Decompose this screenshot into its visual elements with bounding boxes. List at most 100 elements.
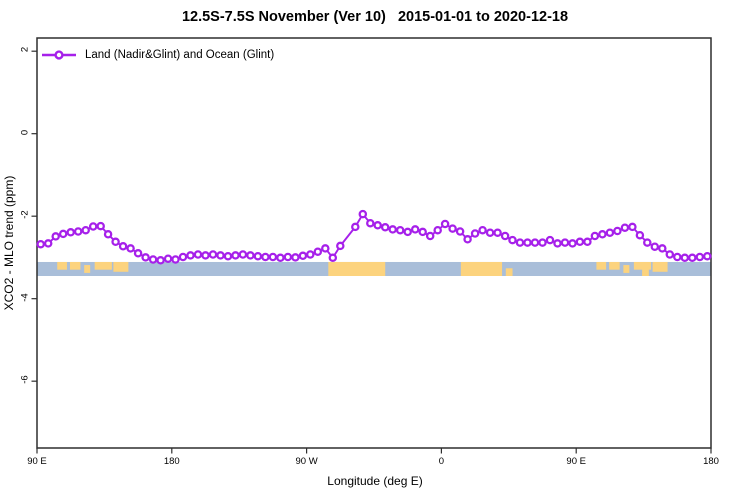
data-point (96, 221, 105, 231)
land-patch (84, 265, 91, 273)
land-patch (460, 261, 503, 276)
data-point (620, 223, 630, 232)
data-point (216, 251, 225, 260)
data-point (103, 230, 113, 239)
data-point (351, 222, 360, 232)
data-point (523, 238, 532, 247)
data-point (66, 228, 75, 237)
data-point (118, 242, 128, 251)
data-point (261, 252, 270, 262)
data-point (313, 247, 323, 256)
data-point (470, 229, 480, 238)
data-point (628, 222, 637, 232)
x-tick-label: 180 (163, 456, 180, 467)
data-point (395, 225, 405, 235)
data-point (545, 235, 555, 245)
x-tick-label: 180 (703, 456, 719, 467)
data-point (246, 251, 255, 260)
data-point (238, 250, 248, 259)
data-point (380, 223, 390, 232)
y-axis-title: XCO2 - MLO trend (ppm) (2, 175, 16, 311)
data-point (51, 232, 60, 241)
data-point (88, 222, 98, 231)
legend-label: Land (Nadir&Glint) and Ocean (Glint) (85, 49, 275, 61)
data-point (665, 250, 675, 259)
data-point (336, 241, 345, 251)
data-point (448, 224, 457, 233)
data-point (575, 237, 585, 247)
data-point (688, 253, 697, 263)
plot-frame (36, 37, 712, 449)
data-point (538, 238, 547, 247)
data-point (530, 238, 540, 247)
data-point (418, 227, 427, 237)
land-patch (505, 268, 513, 276)
land-patch (652, 261, 668, 272)
data-point (410, 225, 420, 234)
data-point (283, 252, 293, 262)
data-point (643, 238, 652, 247)
y-tick-label: 0 (19, 129, 31, 135)
data-point (433, 225, 442, 235)
land-patch (69, 261, 81, 270)
land-patch (596, 261, 607, 270)
data-point (306, 250, 315, 259)
y-tick-label: 2 (19, 47, 31, 53)
x-tick-label: 90 W (295, 456, 318, 467)
data-point (560, 238, 570, 247)
data-point (291, 253, 300, 262)
y-tick-label: -2 (19, 210, 31, 219)
x-tick-label: 90 E (566, 456, 586, 467)
data-point (223, 251, 233, 261)
land-patch (642, 268, 649, 276)
data-point (268, 252, 278, 262)
data-point (148, 255, 158, 264)
data-point (178, 252, 188, 262)
data-point (583, 237, 592, 247)
legend: Land (Nadir&Glint) and Ocean (Glint) (41, 48, 274, 62)
data-point (485, 228, 495, 237)
land-patch (328, 261, 386, 276)
data-point (695, 252, 705, 262)
y-tick-label: -4 (19, 292, 31, 302)
data-point (321, 244, 330, 253)
data-point (403, 227, 412, 237)
land-patch (57, 261, 67, 270)
data-point (208, 250, 218, 259)
data-point (568, 239, 577, 248)
data-point (658, 244, 667, 253)
data-point (201, 251, 210, 260)
x-tick-label: 0 (438, 456, 445, 467)
data-point (650, 242, 660, 251)
data-point (703, 251, 712, 261)
data-point (73, 227, 83, 236)
data-point (186, 251, 195, 260)
land-patch (113, 261, 129, 272)
data-point (126, 244, 135, 253)
land-patch (94, 261, 112, 270)
data-point (463, 235, 472, 244)
data-point (163, 254, 173, 263)
x-axis-title: Longitude (deg E) (327, 474, 423, 488)
data-point (425, 231, 435, 241)
land-patch (623, 265, 630, 273)
data-point (590, 231, 600, 241)
data-point (156, 256, 165, 265)
data-point (605, 228, 615, 237)
data-point (81, 225, 90, 235)
data-point (276, 253, 285, 263)
data-point (298, 251, 308, 261)
data-point (508, 235, 517, 245)
data-point (440, 219, 450, 229)
data-point (455, 227, 465, 236)
data-point (388, 225, 397, 234)
data-point (500, 231, 510, 241)
data-point (171, 255, 180, 264)
data-point (141, 253, 150, 262)
data-point (478, 225, 487, 235)
data-point (58, 229, 68, 239)
data-point (373, 221, 382, 230)
land-patch (609, 261, 620, 270)
legend-marker-icon (42, 50, 76, 60)
